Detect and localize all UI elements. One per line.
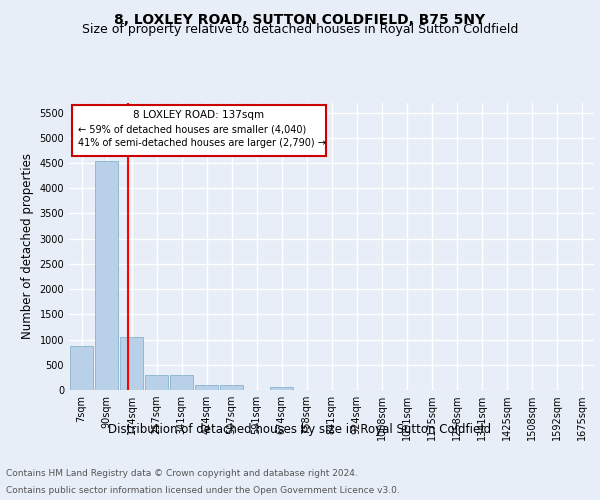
Text: Contains HM Land Registry data © Crown copyright and database right 2024.: Contains HM Land Registry data © Crown c… — [6, 468, 358, 477]
FancyBboxPatch shape — [71, 106, 326, 156]
Bar — [145, 376, 168, 390]
Text: 8, LOXLEY ROAD, SUTTON COLDFIELD, B75 5NY: 8, LOXLEY ROAD, SUTTON COLDFIELD, B75 5N… — [115, 12, 485, 26]
Bar — [270, 387, 293, 390]
Bar — [195, 386, 218, 390]
Text: 41% of semi-detached houses are larger (2,790) →: 41% of semi-detached houses are larger (… — [78, 138, 326, 148]
Bar — [95, 160, 118, 390]
Y-axis label: Number of detached properties: Number of detached properties — [21, 153, 34, 340]
Text: ← 59% of detached houses are smaller (4,040): ← 59% of detached houses are smaller (4,… — [78, 124, 306, 134]
Text: 8 LOXLEY ROAD: 137sqm: 8 LOXLEY ROAD: 137sqm — [133, 110, 265, 120]
Bar — [170, 376, 193, 390]
Text: Distribution of detached houses by size in Royal Sutton Coldfield: Distribution of detached houses by size … — [109, 422, 491, 436]
Bar — [120, 336, 143, 390]
Bar — [70, 346, 93, 390]
Text: Contains public sector information licensed under the Open Government Licence v3: Contains public sector information licen… — [6, 486, 400, 495]
Bar — [220, 386, 243, 390]
Text: Size of property relative to detached houses in Royal Sutton Coldfield: Size of property relative to detached ho… — [82, 22, 518, 36]
